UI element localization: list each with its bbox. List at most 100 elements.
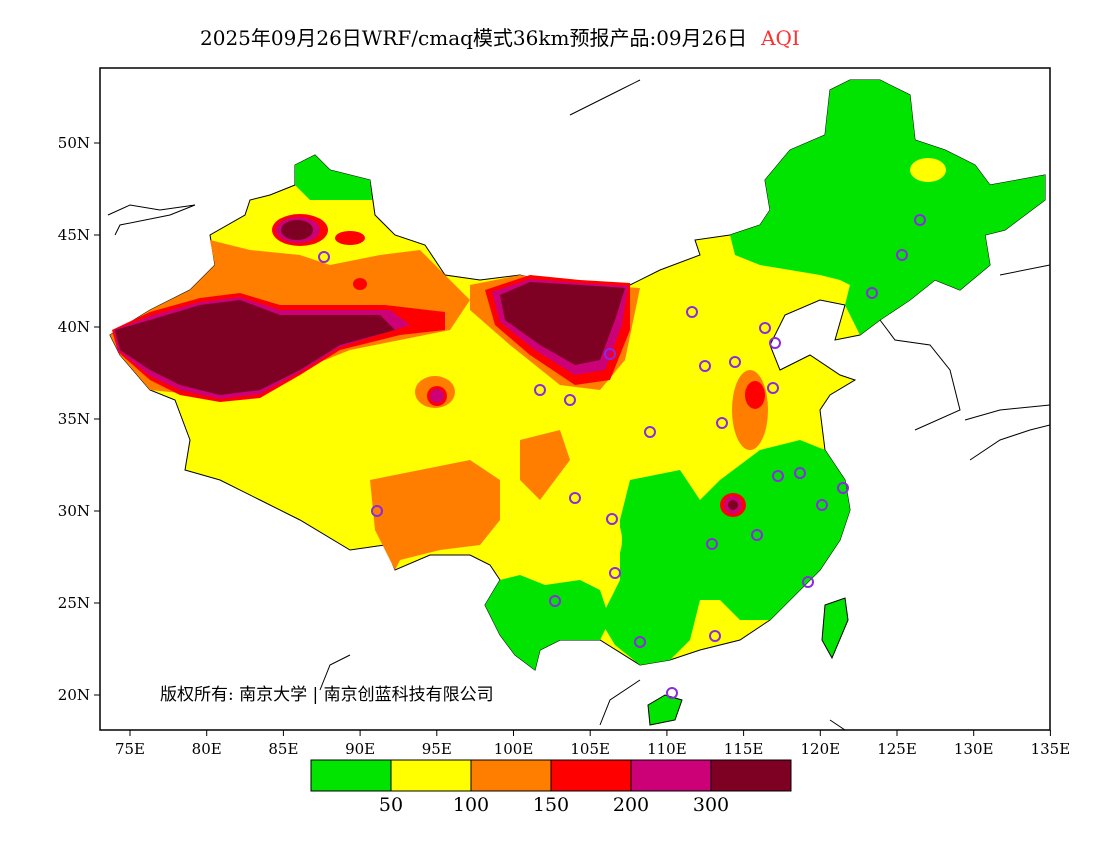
northeast-yellow-patch	[910, 158, 946, 182]
lat-tick-label: 50N	[58, 134, 90, 152]
mongolia-maroon	[500, 282, 625, 365]
station-marker	[686, 306, 698, 318]
legend-swatch	[310, 759, 392, 792]
xinjiang-north-green	[295, 155, 372, 200]
tarim-maroon	[115, 300, 395, 395]
variable-label: AQI	[761, 26, 800, 50]
station-marker	[549, 595, 561, 607]
lon-tick-label: 105E	[570, 740, 610, 758]
coast-kyushu	[969, 424, 1050, 461]
green-zones	[295, 80, 1045, 726]
maroon-zones	[115, 220, 738, 510]
coast-balkhash	[107, 204, 196, 236]
coast-vietnam	[599, 679, 641, 726]
legend-label: 300	[692, 794, 730, 816]
hainan-green	[647, 694, 683, 726]
southwest-green	[485, 575, 610, 670]
station-marker	[896, 249, 908, 261]
station-marker	[914, 214, 926, 226]
shandong-red	[745, 381, 765, 409]
station-marker	[802, 576, 814, 588]
map-title: 2025年09月26日WRF/cmaq模式36km预报产品:09月26日 AQI	[200, 22, 800, 51]
station-marker	[729, 356, 741, 368]
lat-tick-label: 20N	[58, 686, 90, 704]
qinghai-magenta	[430, 389, 444, 403]
longitude-axis: 75E 80E 85E 90E 95E 100E 105E 110E 115E 120E 125E 1…	[115, 730, 1070, 758]
station-marker	[699, 360, 711, 372]
station-marker	[816, 499, 828, 511]
station-marker	[644, 426, 656, 438]
station-marker	[772, 470, 784, 482]
legend-label: 200	[612, 794, 650, 816]
lon-tick-label: 125E	[877, 740, 917, 758]
lon-tick-label: 120E	[801, 740, 841, 758]
coast-luzon	[829, 719, 846, 730]
legend-label: 100	[452, 794, 490, 816]
lat-tick-label: 25N	[58, 594, 90, 612]
guizhou-yellow	[578, 510, 622, 570]
legend-swatch	[390, 759, 472, 792]
station-marker	[866, 287, 878, 299]
station-marker	[759, 322, 771, 334]
lon-tick-label: 115E	[724, 740, 764, 758]
latitude-axis: 50N 45N 40N 35N 30N 25N 20N	[58, 134, 100, 704]
coastlines	[107, 79, 1050, 730]
lon-tick-label: 80E	[192, 740, 222, 758]
lon-tick-label: 75E	[115, 740, 145, 758]
station-marker	[706, 538, 718, 550]
title-text: 2025年09月26日WRF/cmaq模式36km预报产品:09月26日	[200, 26, 748, 50]
station-marker	[769, 337, 781, 349]
station-marker	[751, 529, 763, 541]
legend-label: 50	[378, 794, 404, 816]
coast-bay-bengal	[319, 654, 351, 691]
southeast-green	[600, 440, 850, 665]
dzungar-red-2	[335, 231, 365, 245]
station-marker	[666, 687, 678, 699]
station-marker	[837, 482, 849, 494]
station-marker	[609, 567, 621, 579]
lon-tick-label: 85E	[268, 740, 298, 758]
henan-orange	[732, 370, 768, 450]
station-marker	[604, 348, 616, 360]
station-marker	[767, 382, 779, 394]
northeast-green	[730, 80, 1045, 335]
station-marker	[569, 492, 581, 504]
lon-tick-label: 110E	[647, 740, 687, 758]
lat-tick-label: 40N	[58, 318, 90, 336]
lon-tick-label: 95E	[422, 740, 452, 758]
lon-tick-label: 135E	[1031, 740, 1071, 758]
station-marker	[534, 384, 546, 396]
hubei-maroon	[728, 500, 738, 510]
coast-baikal	[569, 79, 641, 116]
legend-swatch	[630, 759, 712, 792]
coast-japan	[964, 404, 1050, 421]
color-legend	[310, 759, 792, 792]
station-marker	[709, 630, 721, 642]
station-marker	[634, 636, 646, 648]
station-marker	[564, 394, 576, 406]
station-marker	[371, 505, 383, 517]
taiwan-green	[821, 597, 849, 660]
legend-swatch	[470, 759, 552, 792]
coast-korea	[879, 319, 961, 431]
coast-sea	[999, 264, 1050, 276]
lon-tick-label: 100E	[494, 740, 534, 758]
legend-swatch	[550, 759, 632, 792]
monitoring-stations	[318, 214, 926, 699]
station-marker	[716, 417, 728, 429]
lon-tick-label: 130E	[954, 740, 994, 758]
station-marker	[318, 251, 330, 263]
legend-swatch	[710, 759, 792, 792]
lat-tick-label: 35N	[58, 410, 90, 428]
legend-label: 150	[532, 794, 570, 816]
lat-tick-label: 30N	[58, 502, 90, 520]
lat-tick-label: 45N	[58, 226, 90, 244]
map-frame	[99, 67, 1051, 731]
xinjiang-red-spot	[353, 278, 367, 290]
tibet-orange	[370, 460, 500, 570]
copyright-text: 版权所有: 南京大学 | 南京创蓝科技有限公司	[160, 685, 494, 705]
sichuan-orange	[520, 430, 570, 500]
dzungar-maroon	[281, 220, 313, 240]
